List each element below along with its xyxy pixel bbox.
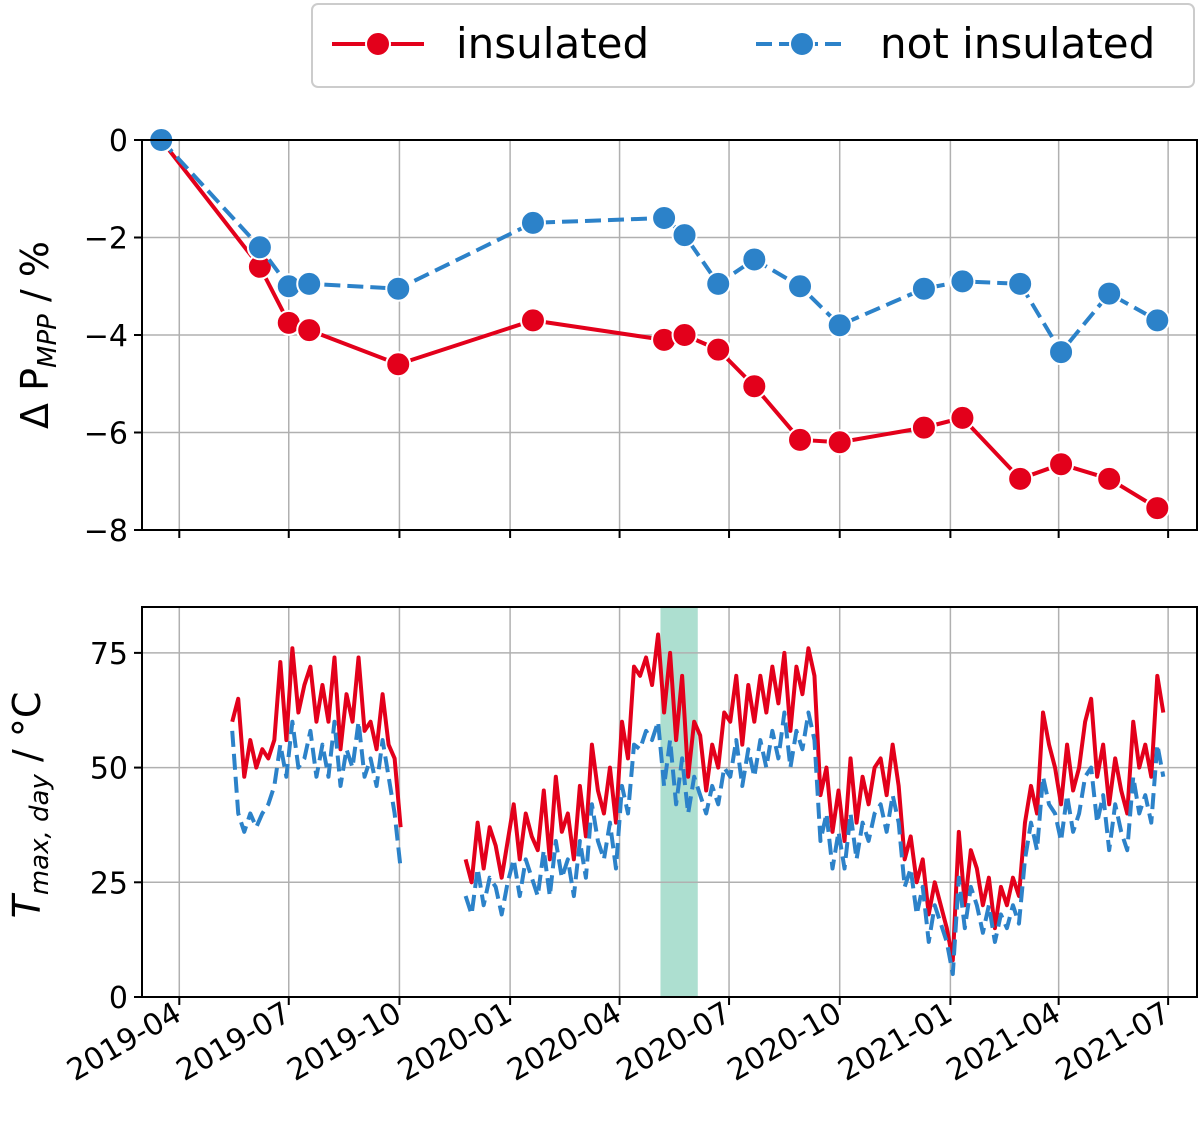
legend: insulated not insulated [311, 3, 1195, 88]
x-tick-label-2021-04: 2021-04 [941, 996, 1067, 1089]
x-tick-label-2020-04: 2020-04 [502, 996, 628, 1089]
top-y-tick-label-0: 0 [109, 124, 128, 159]
bottom-x-axis: 2019-042019-072019-102020-012020-042020-… [61, 996, 1176, 1089]
top-point-insulated-15 [1048, 451, 1075, 478]
top-point-insulated-10 [787, 426, 814, 453]
top-point-not-insulated-10 [787, 273, 814, 300]
x-tick-label-2020-10: 2020-10 [722, 996, 848, 1089]
bottom-series [230, 632, 1166, 977]
legend-label-insulated: insulated [456, 19, 649, 68]
x-tick-label-2020-01: 2020-01 [392, 996, 518, 1089]
top-point-not-insulated-17 [1144, 307, 1171, 334]
bottom-y-tick-label-1: 25 [90, 866, 128, 901]
bottom-y-label-sub: max, day [25, 774, 55, 896]
top-point-not-insulated-4 [385, 275, 412, 302]
top-point-insulated-16 [1096, 465, 1123, 492]
bottom-y-axis: 0 25 50 75 [90, 637, 142, 1016]
top-plot: 0 −2 −4 −6 −8 Δ PMPP / % [13, 124, 1198, 549]
top-y-axis-label: Δ PMPP / % [13, 241, 63, 429]
top-series [148, 127, 1171, 522]
bottom-line-not-insulated-segment-0 [230, 719, 403, 869]
top-point-insulated-4 [385, 351, 412, 378]
top-point-not-insulated-3 [296, 270, 323, 297]
top-point-not-insulated-5 [519, 209, 546, 236]
top-point-not-insulated-1 [246, 234, 273, 261]
top-point-insulated-11 [826, 429, 853, 456]
top-point-not-insulated-13 [949, 268, 976, 295]
top-point-not-insulated-9 [741, 246, 768, 273]
top-y-label-unit: / % [13, 241, 57, 314]
bottom-y-tick-label-3: 75 [90, 637, 128, 672]
highlight-band [660, 607, 698, 997]
x-tick-label-2020-07: 2020-07 [611, 996, 737, 1089]
top-y-tick-label-1: −2 [84, 222, 128, 257]
bottom-y-tick-label-0: 0 [109, 981, 128, 1016]
top-point-insulated-17 [1144, 495, 1171, 522]
x-tick-label-2021-01: 2021-01 [832, 996, 958, 1089]
bottom-line-insulated-segment-0 [230, 646, 403, 828]
bottom-plot: 0 25 50 75 2019-042019-072019-102020-012020… [5, 606, 1198, 1089]
top-point-insulated-14 [1007, 465, 1034, 492]
top-point-insulated-12 [910, 414, 937, 441]
bottom-plot-frame [141, 606, 1198, 998]
top-y-label-main: Δ P [13, 368, 57, 429]
top-point-insulated-5 [519, 307, 546, 334]
top-point-insulated-3 [296, 317, 323, 344]
top-point-not-insulated-14 [1007, 270, 1034, 297]
top-point-not-insulated-7 [671, 222, 698, 249]
bottom-y-label-main: T [5, 892, 49, 918]
top-x-axis [178, 530, 1170, 538]
top-point-insulated-7 [671, 322, 698, 348]
legend-marker-insulated [365, 31, 391, 57]
legend-label-not-insulated: not insulated [880, 19, 1155, 68]
x-tick-label-2019-07: 2019-07 [171, 996, 297, 1089]
legend-marker-not-insulated [789, 31, 815, 57]
bottom-line-insulated-segment-1 [463, 632, 1166, 963]
top-y-tick-label-4: −8 [84, 514, 128, 549]
top-y-tick-label-3: −6 [84, 417, 128, 452]
top-point-not-insulated-8 [705, 270, 732, 297]
top-point-insulated-9 [741, 373, 768, 400]
top-y-axis: 0 −2 −4 −6 −8 [84, 124, 142, 549]
bottom-y-tick-label-2: 50 [90, 752, 128, 787]
legend-frame [311, 3, 1195, 88]
top-point-not-insulated-16 [1096, 280, 1123, 307]
x-tick-label-2021-07: 2021-07 [1050, 996, 1176, 1089]
top-point-insulated-13 [949, 404, 976, 431]
x-tick-label-2019-10: 2019-10 [281, 996, 407, 1089]
bottom-y-axis-label: Tmax, day / °C [5, 692, 55, 919]
top-point-not-insulated-6 [651, 205, 678, 231]
top-point-insulated-8 [705, 336, 732, 363]
bottom-line-not-insulated-segment-1 [463, 710, 1166, 977]
top-point-not-insulated-12 [910, 275, 937, 302]
top-point-not-insulated-15 [1048, 339, 1075, 366]
top-y-label-sub: MPP [33, 314, 63, 368]
bottom-y-label-unit: / °C [5, 692, 49, 775]
top-y-tick-label-2: −4 [84, 319, 128, 354]
top-point-not-insulated-11 [826, 312, 853, 339]
